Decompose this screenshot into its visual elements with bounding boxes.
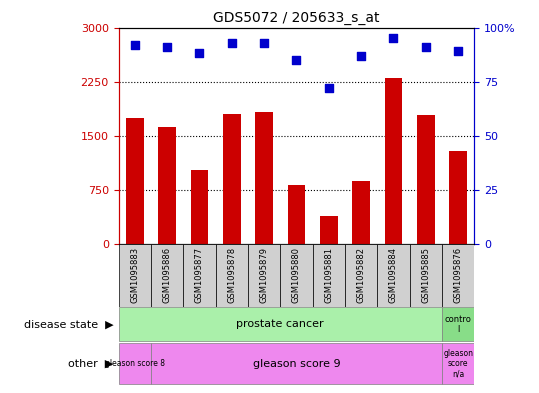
Point [227,39,236,46]
Text: GSM1095885: GSM1095885 [421,247,430,303]
Bar [216,244,248,307]
Text: contro
l: contro l [445,314,472,334]
Bar [442,307,474,341]
Bar [151,244,183,307]
Bar [442,244,474,307]
Text: GSM1095883: GSM1095883 [130,247,139,303]
Bar [119,343,151,384]
Text: gleason score 8: gleason score 8 [105,359,165,368]
Text: GSM1095879: GSM1095879 [260,247,268,303]
Point [260,39,268,46]
Point [324,85,333,91]
Point [454,48,462,54]
Point [130,42,139,48]
Bar [223,114,241,244]
Text: prostate cancer: prostate cancer [237,319,324,329]
Bar [377,244,410,307]
Point [421,44,430,50]
Point [292,57,301,63]
Bar [280,244,313,307]
Text: gleason score 9: gleason score 9 [253,358,340,369]
Bar [450,151,467,244]
Point [195,50,204,57]
Bar [119,244,151,307]
Bar [313,244,345,307]
Title: GDS5072 / 205633_s_at: GDS5072 / 205633_s_at [213,11,379,25]
Bar [417,115,435,244]
Text: other  ▶: other ▶ [68,358,113,369]
Text: GSM1095882: GSM1095882 [357,247,365,303]
Bar [320,216,337,244]
Bar [191,170,209,244]
Text: GSM1095881: GSM1095881 [324,247,333,303]
Bar [126,118,143,244]
Bar [345,244,377,307]
Bar [410,244,442,307]
Text: gleason
score
n/a: gleason score n/a [443,349,473,378]
Bar [255,112,273,244]
Text: GSM1095880: GSM1095880 [292,247,301,303]
Bar [158,127,176,244]
Text: GSM1095884: GSM1095884 [389,247,398,303]
Bar [183,244,216,307]
Bar [151,343,442,384]
Text: GSM1095886: GSM1095886 [163,247,171,303]
Bar [353,181,370,244]
Text: GSM1095878: GSM1095878 [227,247,236,303]
Bar [385,78,402,244]
Bar [442,343,474,384]
Point [357,52,365,59]
Text: GSM1095877: GSM1095877 [195,247,204,303]
Bar [288,185,305,244]
Text: disease state  ▶: disease state ▶ [24,319,113,329]
Point [163,44,171,50]
Text: GSM1095876: GSM1095876 [454,247,462,303]
Point [389,35,398,41]
Bar [248,244,280,307]
